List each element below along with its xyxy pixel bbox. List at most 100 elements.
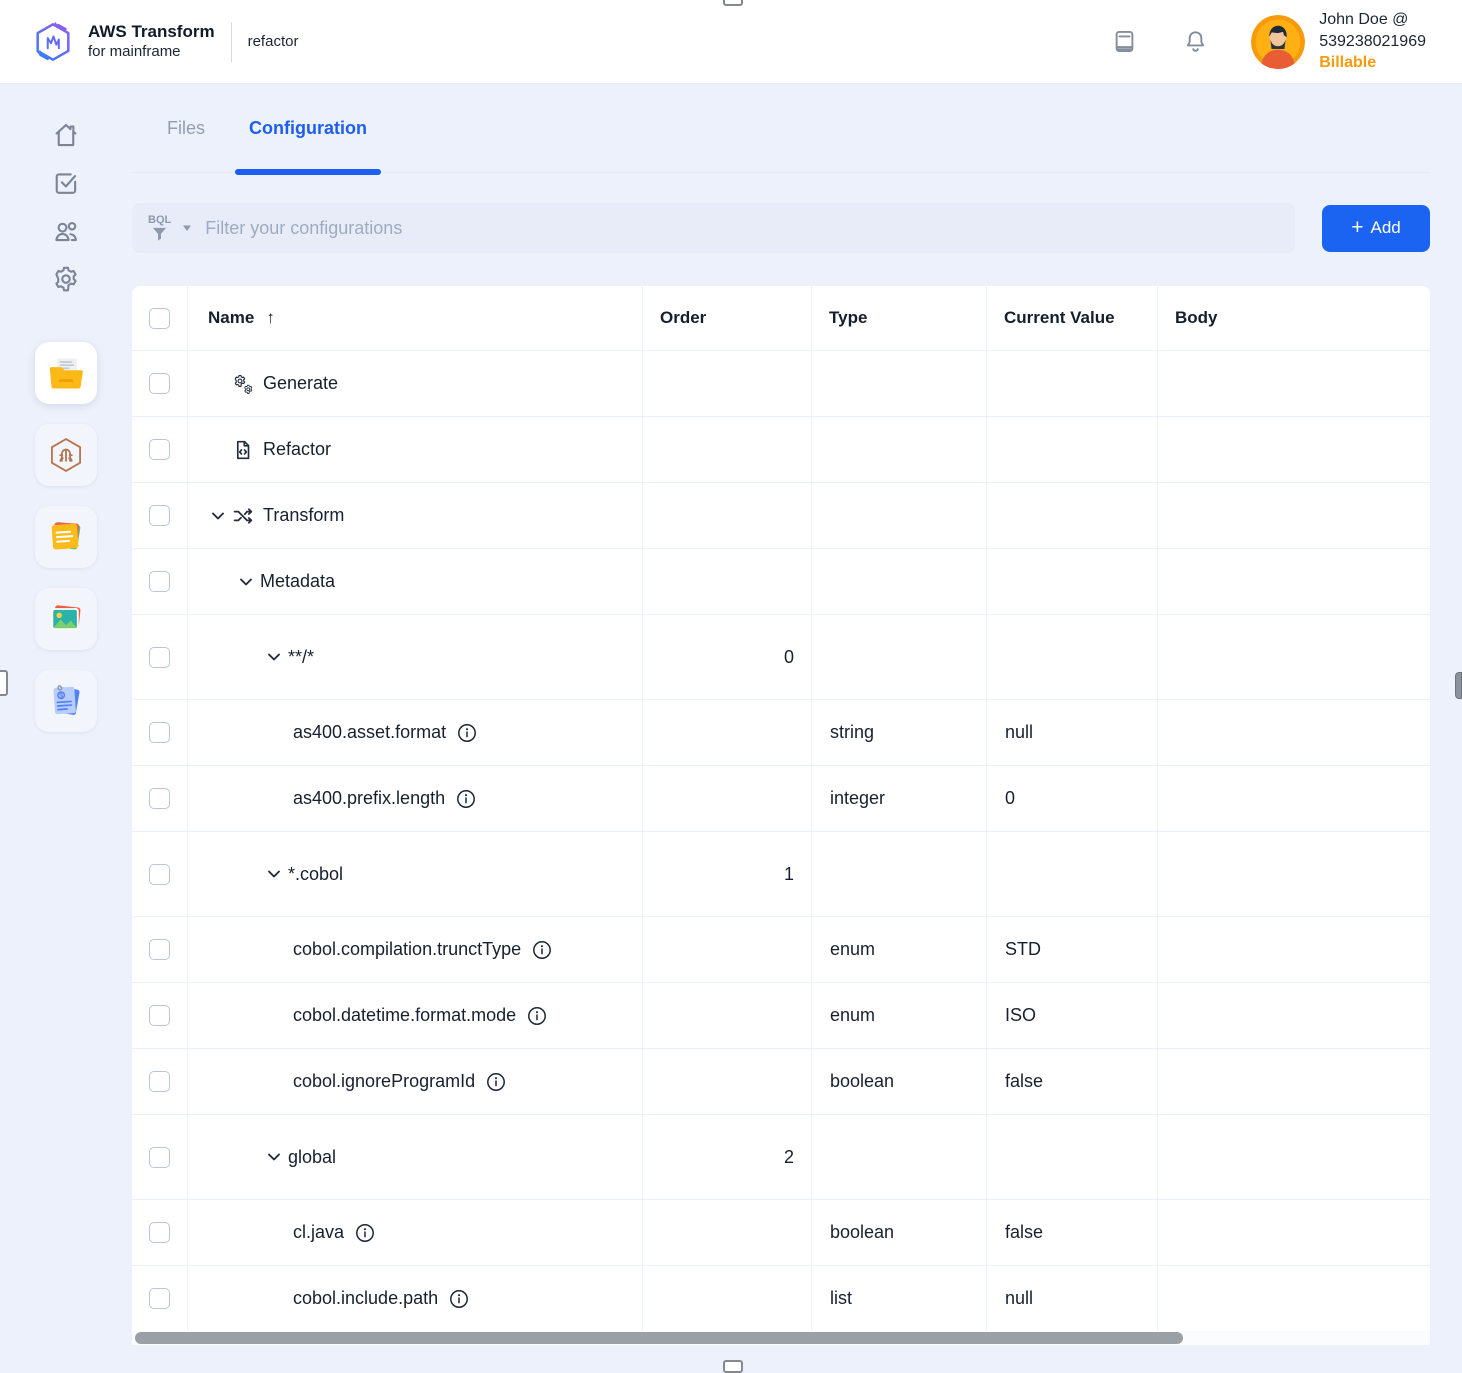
row-label: **/* <box>288 646 315 667</box>
row-checkbox[interactable] <box>132 483 187 548</box>
users-icon[interactable] <box>51 216 81 246</box>
table-row: cobol.datetime.format.mode enum ISO <box>132 982 1430 1048</box>
tool-images[interactable] <box>35 588 97 650</box>
tool-notes[interactable] <box>35 506 97 568</box>
bql-filter-toggle[interactable]: BQL <box>148 215 171 241</box>
vertical-scrollbar-thumb[interactable] <box>1455 672 1462 699</box>
sort-ascending-icon[interactable]: ↑ <box>266 308 275 327</box>
filter-bar[interactable]: BQL <box>132 203 1295 253</box>
cell-value: 0 <box>986 766 1157 831</box>
horizontal-scrollbar-thumb[interactable] <box>135 1332 1183 1344</box>
cell-order: 0 <box>642 615 811 699</box>
cell-type: integer <box>811 766 986 831</box>
chevron-down-icon[interactable] <box>265 648 283 666</box>
row-checkbox[interactable] <box>132 1200 187 1265</box>
notifications-bell-icon[interactable] <box>1182 28 1209 55</box>
cell-name: cobol.compilation.trunctType <box>187 917 642 982</box>
cell-type <box>811 417 986 482</box>
add-button[interactable]: + Add <box>1322 204 1430 252</box>
main-content: Files Configuration BQL + Add Name <box>132 84 1430 1345</box>
row-checkbox[interactable] <box>132 417 187 482</box>
table-row: Generate <box>132 350 1430 416</box>
row-checkbox[interactable] <box>132 351 187 416</box>
column-header-current-value[interactable]: Current Value <box>986 286 1157 350</box>
row-checkbox[interactable] <box>132 700 187 765</box>
chevron-down-icon[interactable] <box>237 573 255 591</box>
column-header-order[interactable]: Order <box>642 286 811 350</box>
filter-input[interactable] <box>205 217 1279 239</box>
column-header-name[interactable]: Name <box>208 308 255 327</box>
cell-type: enum <box>811 983 986 1048</box>
cell-value <box>986 417 1157 482</box>
cell-body <box>1157 766 1430 831</box>
chevron-down-icon[interactable] <box>209 507 227 525</box>
cell-name: as400.asset.format <box>187 700 642 765</box>
cell-body <box>1157 700 1430 765</box>
brand-subtitle: for mainframe <box>88 42 181 60</box>
panel-handle-top[interactable] <box>723 0 743 6</box>
tab-files[interactable]: Files <box>167 117 206 138</box>
cell-order <box>642 549 811 614</box>
cell-body <box>1157 983 1430 1048</box>
row-checkbox[interactable] <box>132 549 187 614</box>
cell-value: false <box>986 1049 1157 1114</box>
tool-project-files[interactable] <box>35 342 97 404</box>
funnel-icon <box>153 227 167 241</box>
settings-gear-icon[interactable] <box>51 264 81 294</box>
select-all-checkbox[interactable] <box>132 286 187 350</box>
table-row: global 2 <box>132 1114 1430 1199</box>
row-checkbox[interactable] <box>132 983 187 1048</box>
project-files-icon <box>49 358 83 389</box>
cell-value: false <box>986 1200 1157 1265</box>
cell-type: string <box>811 700 986 765</box>
table-row: cobol.ignoreProgramId boolean false <box>132 1048 1430 1114</box>
row-checkbox[interactable] <box>132 615 187 699</box>
info-icon[interactable] <box>486 1072 506 1092</box>
add-button-label: Add <box>1370 218 1401 237</box>
tab-configuration[interactable]: Configuration <box>227 84 389 175</box>
column-header-type[interactable]: Type <box>811 286 986 350</box>
info-icon[interactable] <box>449 1289 469 1309</box>
documentation-icon[interactable] <box>1111 28 1138 55</box>
panel-handle-left[interactable] <box>0 670 8 696</box>
cell-type: list <box>811 1266 986 1331</box>
info-icon[interactable] <box>527 1006 547 1026</box>
info-icon[interactable] <box>532 940 552 960</box>
row-checkbox[interactable] <box>132 1115 187 1199</box>
row-checkbox[interactable] <box>132 1266 187 1331</box>
cell-name: *.cobol <box>187 832 642 916</box>
row-label: cobol.datetime.format.mode <box>293 1005 517 1025</box>
table-row: cobol.include.path list null <box>132 1265 1430 1331</box>
home-icon[interactable] <box>51 120 81 150</box>
row-label: *.cobol <box>288 863 344 884</box>
chevron-down-icon[interactable] <box>265 1148 283 1166</box>
horizontal-scrollbar <box>132 1331 1430 1345</box>
row-label: cobol.ignoreProgramId <box>293 1071 476 1091</box>
top-bar: AWS Transform for mainframe refactor <box>0 0 1462 84</box>
tab-bar: Files Configuration <box>132 84 1430 175</box>
cell-order <box>642 983 811 1048</box>
row-checkbox[interactable] <box>132 1049 187 1114</box>
row-checkbox[interactable] <box>132 832 187 916</box>
info-icon[interactable] <box>457 723 477 743</box>
row-checkbox[interactable] <box>132 917 187 982</box>
avatar[interactable] <box>1251 14 1306 69</box>
cell-type <box>811 615 986 699</box>
info-icon[interactable] <box>355 1223 375 1243</box>
cell-value: null <box>986 1266 1157 1331</box>
gears-icon <box>232 373 254 395</box>
info-icon[interactable] <box>456 789 476 809</box>
cell-type <box>811 832 986 916</box>
tasks-check-icon[interactable] <box>51 168 81 198</box>
column-header-body[interactable]: Body <box>1157 286 1430 350</box>
caret-down-icon[interactable] <box>181 222 193 234</box>
cell-order: 1 <box>642 832 811 916</box>
chevron-down-icon[interactable] <box>265 865 283 883</box>
panel-handle-bottom[interactable] <box>723 1360 743 1373</box>
user-name: John Doe @ <box>1319 11 1409 29</box>
cell-name: Transform <box>187 483 642 548</box>
tool-transform-hexagon[interactable] <box>35 424 97 486</box>
row-checkbox[interactable] <box>132 766 187 831</box>
tool-documents[interactable]: $ <box>35 670 97 732</box>
cell-type <box>811 549 986 614</box>
